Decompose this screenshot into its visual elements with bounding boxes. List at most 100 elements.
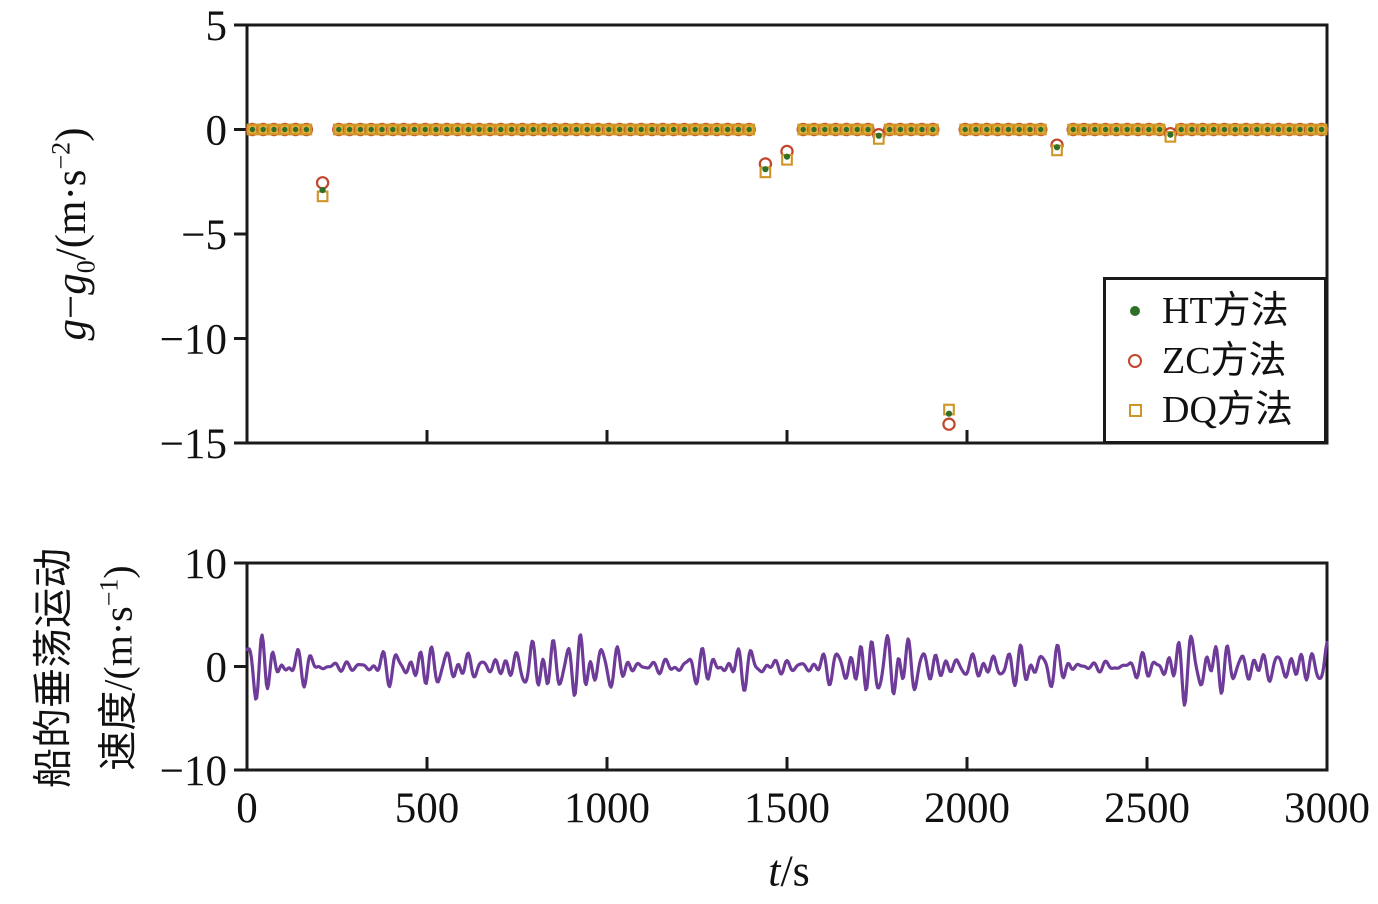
ht-marker <box>552 126 558 133</box>
top-y-axis-label: g−g0/(m·s−2) <box>47 127 102 340</box>
y-tick-label: 5 <box>206 3 228 50</box>
ht-marker <box>1243 126 1249 133</box>
ht-marker <box>1167 131 1174 138</box>
x-tick-label: 2000 <box>924 785 1010 832</box>
ht-marker <box>357 126 364 133</box>
ht-marker <box>714 126 720 133</box>
ht-marker <box>319 187 326 194</box>
y-tick-label: −5 <box>181 212 227 259</box>
xlabel-unit: /s <box>780 846 810 896</box>
x-axis-label: t/s <box>768 846 810 897</box>
ht-marker <box>1297 126 1303 133</box>
ylabel-g0: g <box>47 273 95 295</box>
ht-marker <box>1016 126 1022 133</box>
ht-marker <box>1178 126 1184 133</box>
ht-marker <box>616 126 623 133</box>
ht-marker <box>573 126 580 133</box>
ht-marker <box>649 126 655 133</box>
ht-marker <box>783 153 791 160</box>
ht-marker <box>249 126 256 133</box>
ht-marker <box>303 126 310 133</box>
top-plot-markers <box>245 122 1329 431</box>
ht-marker <box>735 126 742 133</box>
ht-marker <box>1308 126 1314 133</box>
ht-marker <box>379 126 385 133</box>
ht-marker <box>945 410 953 417</box>
legend-label-zc: ZC方法 <box>1162 339 1287 382</box>
ht-marker <box>1102 126 1109 133</box>
ht-marker <box>584 126 590 133</box>
x-tick-label: 0 <box>236 785 258 832</box>
ht-marker <box>606 126 612 133</box>
ht-marker <box>800 126 806 133</box>
ht-marker <box>1275 126 1282 133</box>
ht-marker <box>692 126 698 133</box>
ht-marker <box>271 126 277 133</box>
ht-marker <box>390 126 396 133</box>
ht-marker <box>724 126 731 133</box>
ylabel-close: ) <box>47 127 95 142</box>
ht-marker <box>832 126 839 133</box>
open-square-icon <box>1128 403 1142 417</box>
ht-marker <box>1135 126 1141 133</box>
ht-marker <box>562 126 569 133</box>
ht-marker <box>530 126 536 133</box>
zc-marker-icon <box>1118 353 1152 368</box>
ht-marker <box>444 126 450 133</box>
ht-marker <box>1156 126 1163 133</box>
ht-marker <box>411 126 418 133</box>
ylabel-sup: −2 <box>46 141 76 170</box>
x-tick-label: 1000 <box>564 785 650 832</box>
x-tick-label: 1500 <box>744 785 830 832</box>
ylabel-minus: − <box>47 294 95 320</box>
ht-marker <box>984 126 990 133</box>
bottom-y-axis-label: 船的垂荡运动 速度/(m·s−1) <box>25 548 146 788</box>
ht-marker <box>865 126 871 133</box>
ht-marker <box>1200 126 1206 133</box>
ht-marker <box>1221 126 1228 133</box>
ht-marker <box>454 126 461 133</box>
bottom-ylabel-line2: 速度/(m·s−1) <box>81 548 146 788</box>
ht-marker <box>660 126 666 133</box>
dq-marker-icon <box>1118 403 1152 417</box>
ht-marker <box>292 126 299 133</box>
ht-marker <box>1124 126 1130 133</box>
ht-marker <box>962 126 968 133</box>
ht-marker <box>1210 126 1217 133</box>
ht-marker <box>1146 126 1152 133</box>
ht-marker <box>433 126 439 133</box>
ht-marker <box>1005 126 1012 133</box>
ht-marker-icon <box>1118 305 1152 316</box>
open-circle-icon <box>1128 353 1142 368</box>
ht-marker <box>703 126 709 133</box>
legend-item-ht: HT方法 <box>1106 292 1324 330</box>
ht-marker <box>1264 126 1271 133</box>
ht-marker <box>498 126 504 133</box>
ht-marker <box>595 126 601 133</box>
ht-marker <box>346 126 353 133</box>
ht-marker <box>260 126 266 133</box>
ht-marker <box>1113 126 1120 133</box>
ht-marker <box>843 126 850 133</box>
heave-velocity-line <box>245 633 1329 707</box>
x-tick-label: 3000 <box>1284 785 1370 832</box>
ht-marker <box>886 126 893 133</box>
heave-velocity-polyline <box>245 633 1329 707</box>
ht-marker <box>400 126 407 133</box>
legend-label-dq: DQ方法 <box>1162 389 1293 432</box>
ht-marker <box>1318 126 1325 133</box>
ht-marker <box>1189 126 1195 133</box>
y-tick-label: 0 <box>206 645 228 692</box>
ht-marker <box>1053 144 1061 151</box>
ht-marker <box>422 126 428 133</box>
ht-marker <box>994 126 1001 133</box>
ht-marker <box>638 126 644 133</box>
bottom-ylabel-close: ) <box>95 565 141 579</box>
legend-label-ht: HT方法 <box>1162 289 1289 332</box>
y-tick-label: −15 <box>160 421 227 468</box>
ht-marker <box>670 126 677 133</box>
x-tick-label: 500 <box>395 785 460 832</box>
xlabel-t: t <box>768 846 781 896</box>
ylabel-sub0: 0 <box>71 260 101 274</box>
